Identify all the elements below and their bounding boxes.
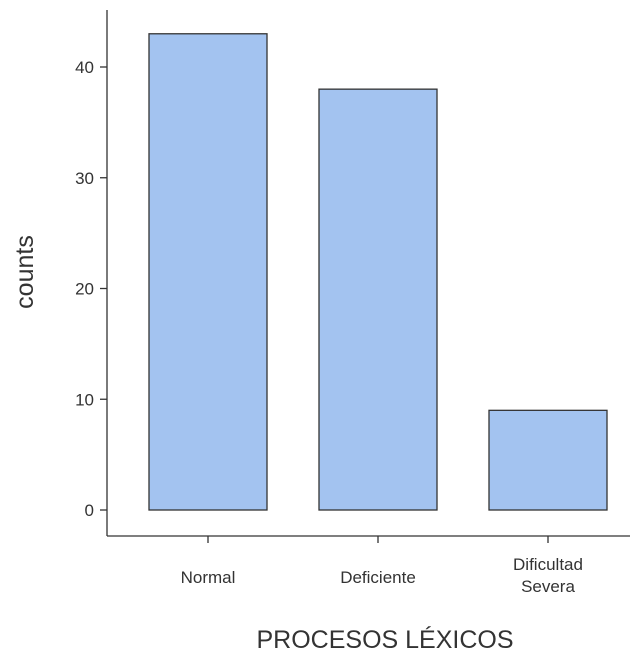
y-tick-label: 40: [75, 58, 94, 77]
bar-dificultad-severa: [488, 409, 608, 511]
y-axis: 0 10 20 30 40: [75, 10, 108, 536]
x-axis-title: PROCESOS LÉXICOS: [256, 625, 513, 654]
x-tick-label: Dificultad Severa: [513, 555, 583, 596]
y-tick-label: 30: [75, 169, 94, 188]
y-tick-label: 0: [85, 501, 94, 520]
bar-deficiente: [318, 88, 438, 511]
y-axis-title: counts: [11, 235, 39, 309]
y-tick-label: 20: [75, 280, 94, 299]
y-tick-label: 10: [75, 390, 94, 409]
x-tick-label: Normal: [181, 568, 236, 587]
bar-normal: [148, 33, 268, 511]
x-tick-label: Deficiente: [340, 568, 416, 587]
bars-group: [148, 33, 608, 511]
x-axis: Normal Deficiente Dificultad Severa: [107, 535, 630, 596]
